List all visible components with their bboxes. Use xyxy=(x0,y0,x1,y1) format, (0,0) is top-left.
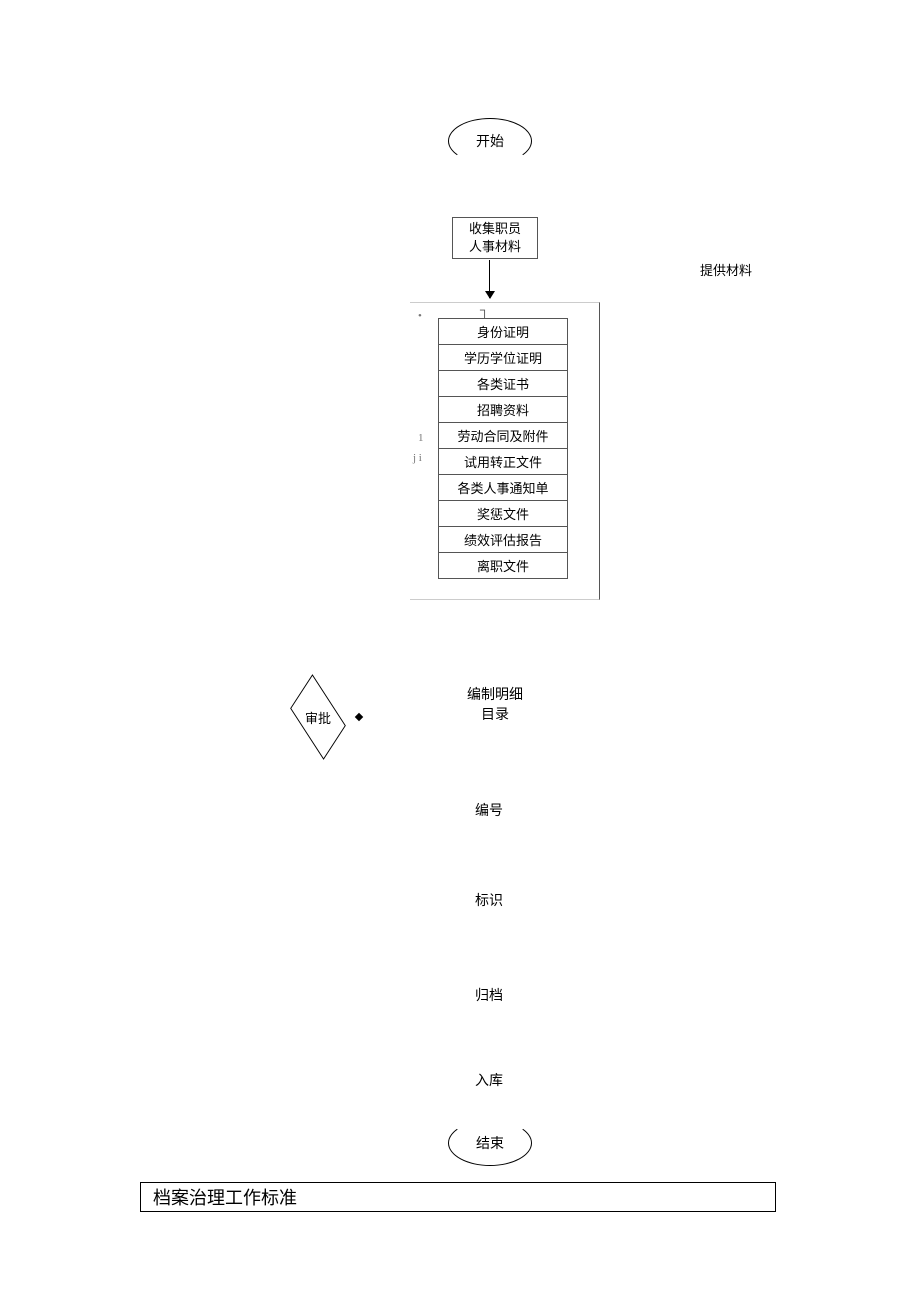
material-row: 绩效评估报告 xyxy=(439,527,567,553)
material-row: 招聘资料 xyxy=(439,397,567,423)
material-row: 身份证明 xyxy=(439,319,567,345)
material-row: 劳动合同及附件 xyxy=(439,423,567,449)
start-node: 开始 xyxy=(448,118,532,164)
end-label: 结束 xyxy=(476,1133,504,1153)
arrow-collect-frame xyxy=(489,260,490,298)
mark-bracket: ┐ xyxy=(480,302,489,318)
mark-dot: • xyxy=(418,310,422,322)
step-archive: 归档 xyxy=(475,985,503,1005)
step-store: 入库 xyxy=(475,1070,503,1090)
approval-label: 审批 xyxy=(305,708,331,727)
mark-one: 1 xyxy=(418,432,424,444)
step-mark: 标识 xyxy=(475,890,503,910)
step-catalog-l1: 编制明细 xyxy=(467,688,523,703)
material-row: 学历学位证明 xyxy=(439,345,567,371)
title-bar: 档案治理工作标准 xyxy=(140,1182,776,1212)
material-row: 各类证书 xyxy=(439,371,567,397)
mark-ji: j i xyxy=(413,452,422,464)
material-row: 试用转正文件 xyxy=(439,449,567,475)
end-node: 结束 xyxy=(448,1120,532,1166)
collect-line1: 收集职员 xyxy=(469,220,521,238)
step-number: 编号 xyxy=(475,800,503,820)
provide-label: 提供材料 xyxy=(700,260,752,279)
materials-table: 身份证明 学历学位证明 各类证书 招聘资料 劳动合同及附件 试用转正文件 各类人… xyxy=(438,318,568,579)
approval-diamond: 审批 xyxy=(278,692,358,742)
step-catalog: 编制明细 目录 xyxy=(460,684,530,724)
material-row: 离职文件 xyxy=(439,553,567,578)
start-label: 开始 xyxy=(476,131,504,151)
material-row: 奖惩文件 xyxy=(439,501,567,527)
title-text: 档案治理工作标准 xyxy=(153,1184,297,1210)
collect-box: 收集职员 人事材料 xyxy=(452,217,538,259)
collect-line2: 人事材料 xyxy=(469,238,521,256)
step-catalog-l2: 目录 xyxy=(481,708,509,723)
material-row: 各类人事通知单 xyxy=(439,475,567,501)
